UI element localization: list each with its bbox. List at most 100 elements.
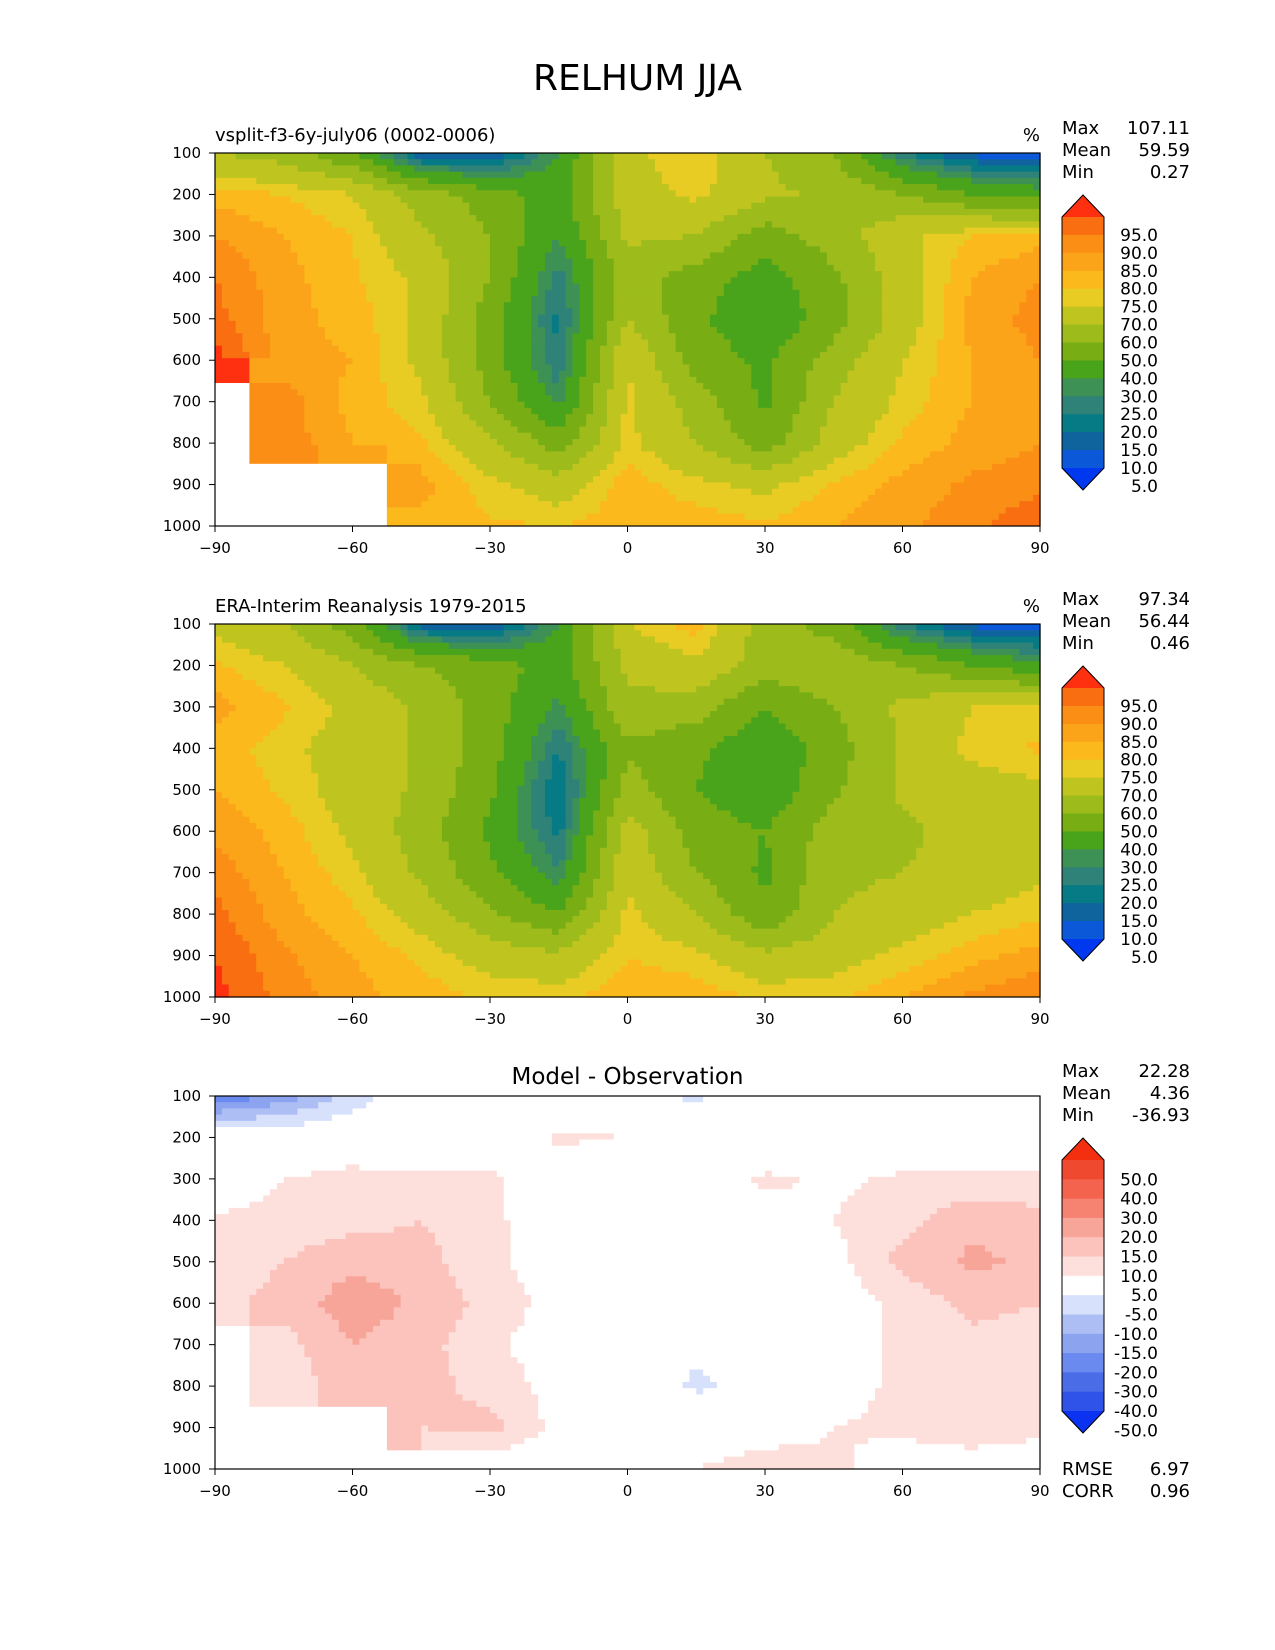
heatmap-cell	[586, 252, 608, 260]
heatmap-cell	[215, 1214, 505, 1221]
heatmap-cell	[510, 717, 546, 725]
heatmap-cell	[826, 258, 876, 266]
heatmap-cell	[579, 779, 587, 787]
heatmap-cell	[393, 909, 450, 917]
heatmap-cell	[311, 295, 367, 303]
heatmap-cell	[276, 692, 319, 700]
heatmap-cell	[572, 494, 608, 502]
heatmap-cell	[799, 785, 842, 793]
heatmap-cell	[572, 320, 580, 328]
heatmap-cell	[448, 277, 491, 285]
heatmap-cell	[531, 748, 546, 756]
heatmap-cell	[565, 252, 587, 260]
heatmap-cell	[428, 401, 464, 409]
heatmap-cell	[723, 289, 800, 297]
heatmap-cell	[304, 822, 340, 830]
heatmap-cell	[998, 928, 1041, 936]
heatmap-cell	[270, 785, 319, 793]
heatmap-cell	[840, 389, 897, 397]
heatmap-cell	[249, 1307, 326, 1315]
heatmap-cell	[765, 1170, 773, 1178]
heatmap-cell	[868, 1400, 1041, 1408]
heatmap-cell	[462, 1307, 525, 1315]
heatmap-cell	[503, 742, 532, 749]
heatmap-cell	[627, 903, 635, 911]
heatmap-cell	[263, 1282, 333, 1290]
heatmap-cell	[710, 320, 800, 328]
heatmap-cell	[228, 1207, 505, 1215]
heatmap-cell	[696, 785, 800, 793]
heatmap-cell	[393, 822, 443, 830]
heatmap-cell	[503, 159, 532, 167]
heatmap-cell	[579, 1139, 1041, 1147]
heatmap-cell	[895, 190, 965, 198]
heatmap-cell	[613, 630, 642, 638]
heatmap-cell	[215, 754, 257, 762]
heatmap-cell	[950, 482, 1041, 490]
heatmap-cell	[421, 1220, 512, 1228]
heatmap-cell	[627, 673, 718, 681]
heatmap-cell	[345, 190, 395, 198]
heatmap-cell	[263, 686, 312, 693]
x-tick-label: 60	[893, 539, 912, 557]
heatmap-cell	[400, 171, 464, 179]
heatmap-cell	[503, 630, 532, 638]
heatmap-cell	[531, 364, 553, 372]
heatmap-cell	[971, 364, 1041, 372]
heatmap-cell	[600, 364, 615, 372]
heatmap-cell	[407, 202, 470, 210]
heatmap-cell	[957, 252, 1020, 260]
heatmap-cell	[703, 1096, 1041, 1103]
heatmap-cell	[290, 947, 347, 955]
heatmap-cell	[366, 972, 429, 979]
heatmap-cell	[916, 153, 945, 160]
heatmap-cell	[228, 854, 278, 861]
heatmap-cell	[428, 885, 470, 892]
heatmap-cell	[840, 277, 883, 285]
heatmap-cell	[352, 897, 381, 905]
heatmap-cell	[875, 264, 924, 272]
heatmap-cell	[263, 773, 319, 781]
heatmap-cell	[758, 258, 773, 266]
heatmap-cell	[641, 959, 718, 967]
heatmap-cell	[1033, 345, 1041, 353]
stat-mean-value: 56.44	[1138, 611, 1190, 632]
heatmap-cell	[531, 854, 553, 861]
heatmap-cell	[215, 289, 223, 297]
heatmap-cell	[455, 389, 484, 397]
heatmap-cell	[606, 414, 622, 421]
heatmap-cell	[428, 494, 477, 502]
heatmap-cell	[421, 159, 505, 167]
panel-title-center: Model - Observation	[511, 1064, 743, 1090]
heatmap-cell	[861, 1282, 924, 1290]
heatmap-cell	[606, 333, 622, 341]
heatmap-cell	[215, 661, 223, 669]
heatmap-cell	[613, 302, 663, 310]
heatmap-cell	[448, 1332, 512, 1340]
heatmap-cell	[215, 990, 230, 998]
heatmap-cell	[276, 1183, 505, 1190]
heatmap-cell	[414, 648, 574, 656]
heatmap-cell	[751, 227, 787, 235]
heatmap-cell	[799, 302, 849, 310]
stat-mean-label: Mean	[1062, 140, 1111, 161]
heatmap-cell	[826, 345, 869, 353]
heatmap-cell	[366, 1276, 457, 1284]
heatmap-cell	[785, 339, 835, 347]
heatmap-cell	[249, 264, 305, 272]
heatmap-cell	[620, 227, 704, 235]
heatmap-cell	[723, 897, 800, 905]
heatmap-cell	[448, 1350, 512, 1358]
heatmap-cell	[249, 1375, 319, 1383]
heatmap-cell	[215, 432, 250, 440]
heatmap-cell	[620, 333, 642, 341]
heatmap-cell	[221, 903, 264, 911]
heatmap-cell	[276, 928, 326, 936]
heatmap-cell	[875, 258, 924, 266]
heatmap-cell	[737, 208, 1041, 216]
heatmap-cell	[476, 184, 574, 191]
heatmap-cell	[565, 903, 587, 911]
heatmap-cell	[572, 208, 594, 216]
heatmap-cell	[861, 227, 965, 235]
heatmap-cell	[462, 1394, 539, 1402]
